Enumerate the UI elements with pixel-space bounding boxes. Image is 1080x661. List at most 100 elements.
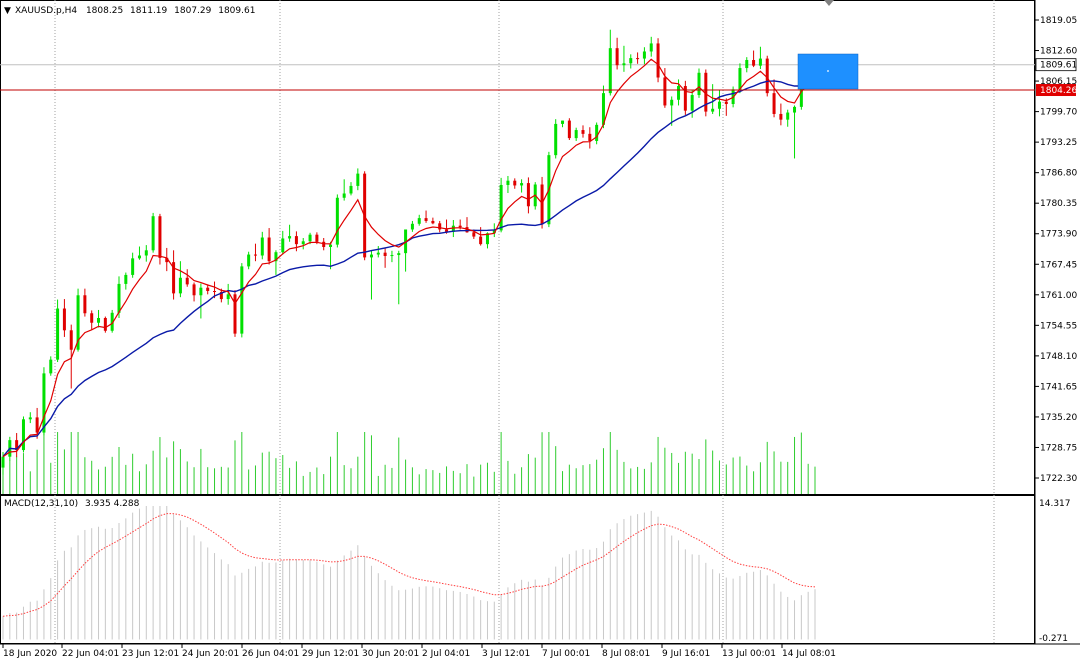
candle-body[interactable] xyxy=(724,101,728,105)
candle-body[interactable] xyxy=(21,419,25,451)
candle-body[interactable] xyxy=(315,234,319,242)
candle-body[interactable] xyxy=(281,238,285,253)
candle-body[interactable] xyxy=(90,313,94,323)
candle-body[interactable] xyxy=(424,218,428,221)
candle-body[interactable] xyxy=(417,218,421,224)
candle-body[interactable] xyxy=(779,113,783,120)
candle-body[interactable] xyxy=(451,225,455,232)
candle-body[interactable] xyxy=(629,58,633,64)
candle-body[interactable] xyxy=(479,236,483,245)
candle-body[interactable] xyxy=(492,230,496,234)
candle-body[interactable] xyxy=(356,173,360,186)
candle-body[interactable] xyxy=(561,120,565,124)
candle-body[interactable] xyxy=(35,417,39,433)
candle-body[interactable] xyxy=(240,266,244,334)
candle-body[interactable] xyxy=(349,185,353,194)
candlesticks[interactable] xyxy=(1,29,817,475)
candle-body[interactable] xyxy=(595,124,599,141)
candle-body[interactable] xyxy=(226,294,230,300)
candle-body[interactable] xyxy=(677,86,681,100)
candle-body[interactable] xyxy=(301,241,305,245)
highlight-box-anchor[interactable] xyxy=(827,70,829,72)
candle-body[interactable] xyxy=(642,51,646,59)
candle-body[interactable] xyxy=(786,112,790,120)
candle-body[interactable] xyxy=(663,77,667,106)
candle-body[interactable] xyxy=(745,60,749,69)
candle-body[interactable] xyxy=(28,417,32,420)
candle-body[interactable] xyxy=(438,223,442,230)
candle-body[interactable] xyxy=(144,250,148,256)
candle-body[interactable] xyxy=(383,252,387,256)
candle-body[interactable] xyxy=(636,58,640,60)
candle-body[interactable] xyxy=(670,99,674,106)
candle-body[interactable] xyxy=(178,277,182,294)
candle-body[interactable] xyxy=(247,254,251,267)
candle-body[interactable] xyxy=(404,229,408,254)
candle-body[interactable] xyxy=(369,254,373,258)
candle-body[interactable] xyxy=(397,253,401,256)
candle-body[interactable] xyxy=(376,252,380,255)
candle-body[interactable] xyxy=(97,317,101,323)
candle-body[interactable] xyxy=(656,43,660,78)
candle-body[interactable] xyxy=(260,237,264,256)
candle-body[interactable] xyxy=(711,108,715,112)
candle-body[interactable] xyxy=(62,308,66,331)
candle-body[interactable] xyxy=(137,255,141,259)
candle-body[interactable] xyxy=(574,130,578,139)
candle-body[interactable] xyxy=(267,237,271,262)
candle-body[interactable] xyxy=(520,183,524,186)
candle-body[interactable] xyxy=(185,277,189,285)
candle-body[interactable] xyxy=(158,216,162,258)
candle-body[interactable] xyxy=(615,48,619,66)
candle-body[interactable] xyxy=(554,123,558,156)
candle-body[interactable] xyxy=(588,133,592,141)
candle-body[interactable] xyxy=(49,359,53,374)
candle-body[interactable] xyxy=(131,258,135,275)
candle-body[interactable] xyxy=(42,373,46,433)
candle-body[interactable] xyxy=(253,254,257,256)
candle-body[interactable] xyxy=(83,295,87,314)
candle-body[interactable] xyxy=(199,287,203,296)
candle-body[interactable] xyxy=(335,197,339,245)
candle-body[interactable] xyxy=(601,93,605,125)
candle-body[interactable] xyxy=(499,184,503,231)
candle-body[interactable] xyxy=(485,233,489,245)
candle-body[interactable] xyxy=(151,216,155,251)
candle-body[interactable] xyxy=(233,294,237,334)
candle-body[interactable] xyxy=(76,295,80,350)
candle-body[interactable] xyxy=(506,180,510,185)
candle-body[interactable] xyxy=(431,220,435,224)
candle-body[interactable] xyxy=(288,236,292,239)
candle-body[interactable] xyxy=(342,193,346,198)
candle-body[interactable] xyxy=(117,283,121,313)
candle-body[interactable] xyxy=(410,223,414,230)
candle-body[interactable] xyxy=(472,232,476,237)
candle-body[interactable] xyxy=(308,234,312,242)
candle-body[interactable] xyxy=(540,184,544,225)
candle-body[interactable] xyxy=(69,330,73,350)
candle-body[interactable] xyxy=(704,72,708,112)
candle-body[interactable] xyxy=(192,284,196,296)
candle-body[interactable] xyxy=(445,229,449,232)
candle-body[interactable] xyxy=(322,241,326,247)
candle-body[interactable] xyxy=(1,456,5,468)
candle-body[interactable] xyxy=(213,291,217,293)
candle-body[interactable] xyxy=(793,106,797,113)
candle-body[interactable] xyxy=(526,183,530,207)
chart-menu-icon[interactable]: ▼ xyxy=(4,6,11,16)
candle-body[interactable] xyxy=(15,440,19,451)
candle-body[interactable] xyxy=(622,63,626,66)
candle-body[interactable] xyxy=(172,262,176,294)
candle-body[interactable] xyxy=(103,317,107,331)
candle-body[interactable] xyxy=(110,312,114,331)
candle-body[interactable] xyxy=(765,58,769,94)
candle-body[interactable] xyxy=(390,255,394,257)
candle-body[interactable] xyxy=(513,180,517,186)
candle-body[interactable] xyxy=(329,244,333,247)
candle-body[interactable] xyxy=(608,48,612,94)
candle-body[interactable] xyxy=(274,252,278,262)
candle-body[interactable] xyxy=(772,93,776,114)
candle-body[interactable] xyxy=(690,95,694,111)
candle-body[interactable] xyxy=(219,291,223,300)
